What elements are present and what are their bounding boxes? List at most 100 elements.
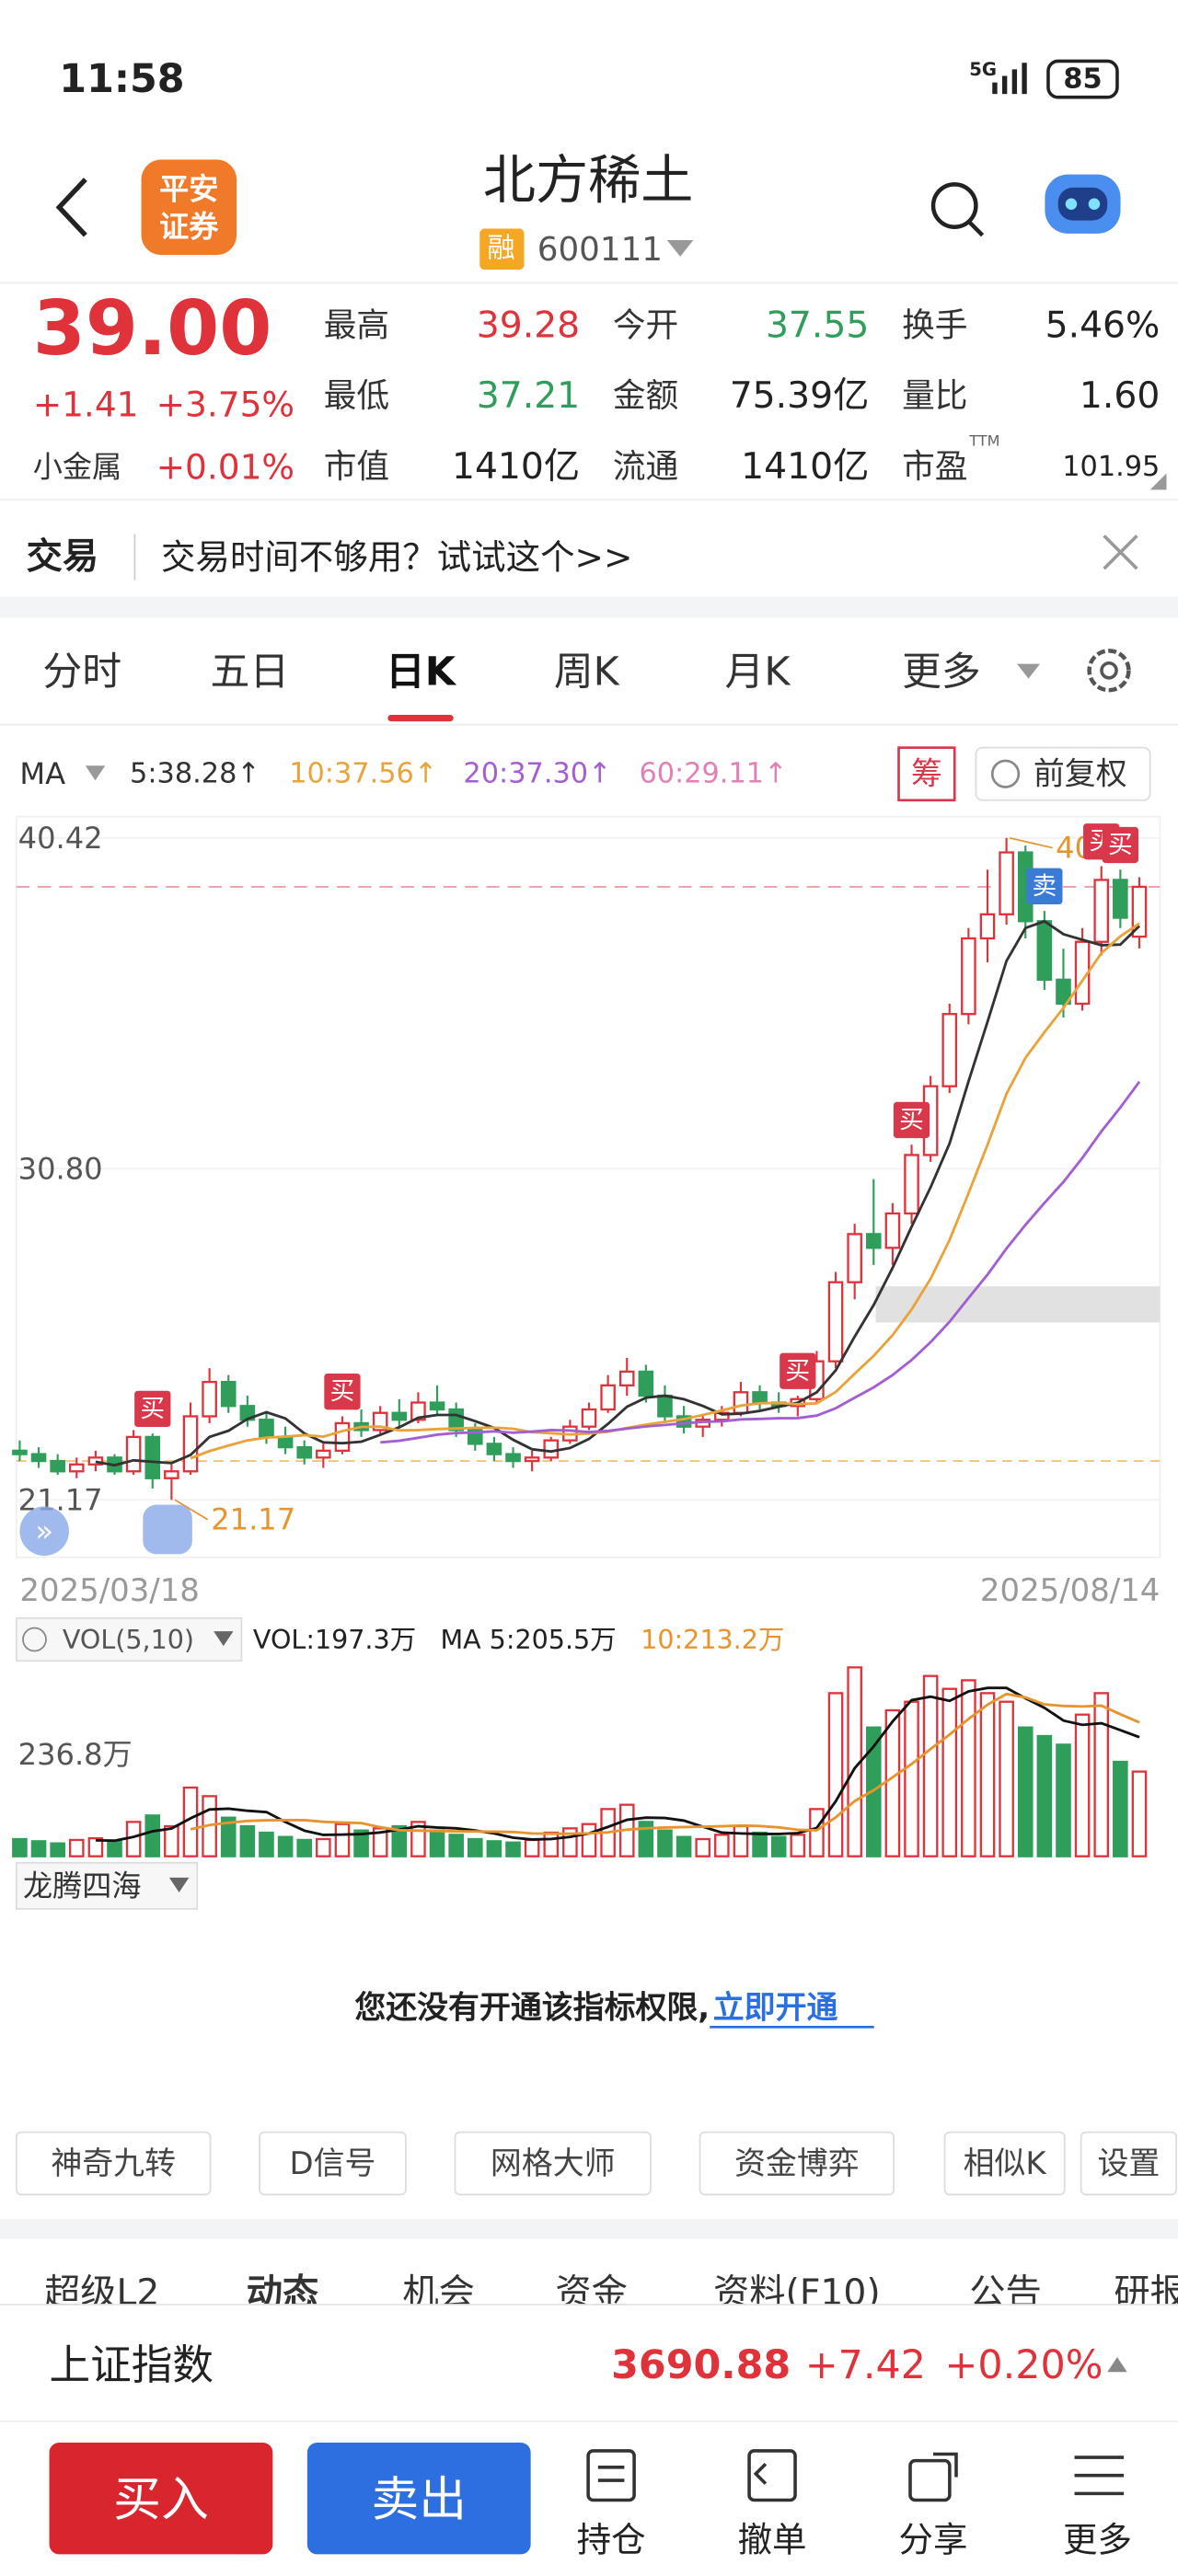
index-bar[interactable]	[0, 2305, 1178, 2421]
volume-bar	[316, 1837, 331, 1857]
expand-button[interactable]	[19, 1506, 69, 1556]
chart-frame	[15, 815, 1161, 1558]
volume-bar	[448, 1834, 464, 1857]
logo-text: 平安	[159, 172, 218, 207]
quote-stats: 最高 39.28 今开 37.55 换手 5.46% 最低 37.21 金额 75.39亿 量比 1.…	[324, 305, 1161, 488]
period-tab[interactable]: 更多	[902, 650, 981, 696]
bottom-action[interactable]: 持仓	[577, 2519, 646, 2559]
candle-body	[448, 1408, 464, 1432]
period-tab[interactable]: 日K	[386, 650, 457, 696]
info-icon	[990, 759, 1021, 788]
adjust-button-text[interactable]: 前复权	[1034, 756, 1127, 792]
candle-body	[182, 1415, 199, 1473]
tool-button[interactable]	[454, 2131, 652, 2196]
tool-button[interactable]	[259, 2131, 407, 2196]
chip-button-text[interactable]: 筹	[911, 756, 942, 792]
ma-label[interactable]: MA	[19, 756, 65, 791]
settings-button[interactable]	[1087, 649, 1131, 693]
banner-close[interactable]	[1103, 535, 1138, 570]
volume-bar	[999, 1700, 1014, 1857]
trade-marker-text[interactable]: 买	[330, 1377, 355, 1406]
tool-button[interactable]	[15, 2131, 212, 2196]
tool-button[interactable]	[943, 2131, 1066, 2196]
indicator-button[interactable]	[15, 1861, 199, 1910]
stat-value: 39.28	[477, 305, 580, 346]
battery-icon	[1046, 59, 1119, 99]
volume-bar	[809, 1808, 825, 1857]
trade-marker[interactable]	[134, 1390, 171, 1428]
vol-indicator-button[interactable]	[15, 1616, 243, 1662]
ma-readout: 10:37.56↑	[289, 758, 437, 790]
more-dropdown[interactable]	[1017, 663, 1041, 679]
trade-marker[interactable]	[324, 1374, 361, 1410]
activate-link[interactable]: 立即开通	[713, 1989, 838, 2025]
period-tab[interactable]: 分时	[42, 650, 121, 696]
volume-bar	[1093, 1692, 1110, 1857]
index-expand[interactable]	[1107, 2357, 1127, 2373]
search-button[interactable]	[930, 182, 985, 237]
banner-text[interactable]: 交易时间不够用？试试这个>>	[161, 537, 632, 578]
assistant-button[interactable]	[1045, 174, 1121, 234]
bottom-actions: 持仓 撤单 分享 更多	[577, 2519, 1132, 2559]
sell-button[interactable]	[306, 2443, 531, 2555]
banner-label: 交易	[27, 536, 99, 578]
candle-body	[296, 1445, 313, 1459]
candle-body	[1056, 978, 1071, 1006]
sell-button-text[interactable]: 卖出	[371, 2472, 467, 2527]
bottom-action[interactable]: 分享	[899, 2519, 968, 2559]
tool-button-text[interactable]: 相似K	[964, 2145, 1047, 2181]
adjust-button[interactable]	[975, 746, 1151, 801]
candle-body	[524, 1456, 540, 1463]
buy-button[interactable]	[49, 2443, 273, 2555]
candle-body	[68, 1463, 85, 1473]
end-date: 2025/08/14	[980, 1572, 1160, 1608]
tool-button-text[interactable]: 资金博弈	[734, 2145, 860, 2181]
trade-marker-text[interactable]: 买	[785, 1357, 810, 1386]
trade-marker[interactable]	[1026, 868, 1063, 904]
candle-body	[638, 1370, 654, 1397]
buy-button-text[interactable]: 买入	[113, 2472, 209, 2527]
code-dropdown[interactable]	[666, 240, 694, 257]
candle-body	[865, 1233, 882, 1249]
trade-marker[interactable]	[1102, 826, 1138, 864]
vol-dropdown[interactable]	[214, 1631, 234, 1647]
indicator-dropdown[interactable]	[168, 1877, 190, 1892]
trade-marker-text[interactable]: 买	[899, 1106, 924, 1134]
trade-marker-text[interactable]: 买	[140, 1395, 165, 1423]
volume-bar	[1131, 1770, 1148, 1857]
volume-bar	[790, 1834, 806, 1857]
period-tab[interactable]: 周K	[554, 650, 620, 696]
stat-label: 最低	[324, 377, 389, 415]
volume-bar	[30, 1840, 47, 1857]
price-change-pct: +3.75%	[156, 385, 294, 425]
candle-body	[410, 1401, 426, 1421]
stat-label: 量比	[902, 377, 967, 415]
tool-button-text[interactable]: 网格大师	[491, 2145, 616, 2181]
tool-button-text[interactable]: D信号	[290, 2145, 376, 2181]
bottom-action[interactable]: 更多	[1063, 2519, 1132, 2559]
volume-chart: 236.8万	[12, 1666, 1148, 1857]
ma-dropdown[interactable]	[85, 765, 106, 781]
trade-marker-text[interactable]: 买	[1108, 831, 1133, 859]
tool-button-text[interactable]: 设置	[1098, 2145, 1161, 2181]
candle-body	[733, 1391, 749, 1414]
tool-button[interactable]	[1080, 2131, 1178, 2196]
tool-button[interactable]	[699, 2131, 895, 2196]
chip-button[interactable]	[897, 746, 956, 802]
candle-body	[334, 1421, 351, 1453]
volume-bar	[922, 1674, 939, 1857]
trade-marker[interactable]	[893, 1101, 930, 1139]
trade-marker[interactable]	[780, 1352, 816, 1389]
indicator-name[interactable]: 龙腾四海	[23, 1869, 141, 1903]
back-button[interactable]	[55, 178, 87, 237]
period-tab[interactable]: 月K	[725, 650, 791, 696]
tool-button-text[interactable]: 神奇九转	[51, 2145, 176, 2181]
expand-icon[interactable]	[1149, 473, 1167, 490]
candle-body	[125, 1435, 142, 1473]
candle-body	[277, 1435, 294, 1449]
period-tab[interactable]: 五日	[211, 650, 290, 696]
vol-indicator[interactable]: VOL(5,10)	[63, 1624, 194, 1655]
trade-marker-text[interactable]: 卖	[1032, 872, 1057, 901]
bottom-action[interactable]: 撤单	[738, 2519, 807, 2559]
candle-body	[144, 1435, 161, 1479]
